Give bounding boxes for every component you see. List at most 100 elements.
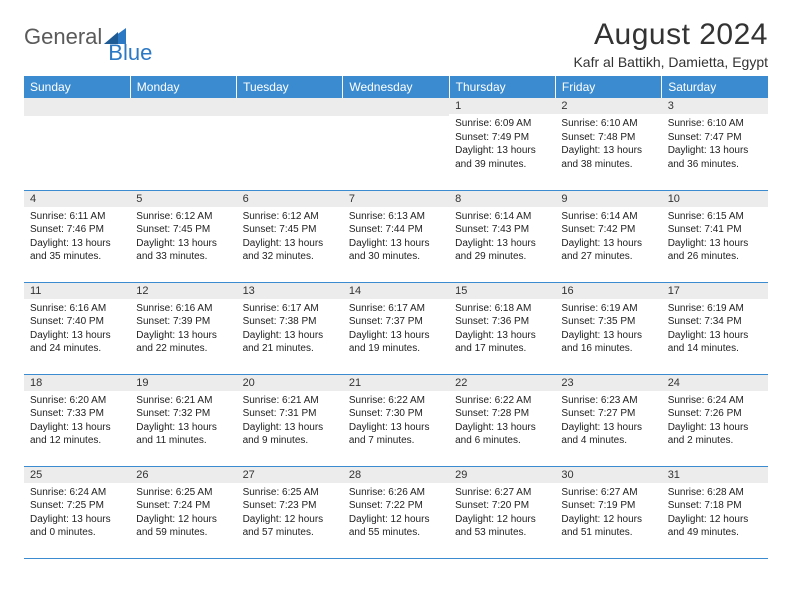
calendar-day-cell [343, 98, 449, 190]
sunrise-text: Sunrise: 6:16 AM [30, 302, 124, 316]
sunrise-text: Sunrise: 6:22 AM [455, 394, 549, 408]
daylight-text: Daylight: 13 hours and 39 minutes. [455, 144, 549, 171]
sunset-text: Sunset: 7:47 PM [668, 131, 762, 145]
sunrise-text: Sunrise: 6:25 AM [243, 486, 337, 500]
day-info: Sunrise: 6:25 AMSunset: 7:23 PMDaylight:… [237, 483, 343, 544]
sunset-text: Sunset: 7:25 PM [30, 499, 124, 513]
day-info: Sunrise: 6:12 AMSunset: 7:45 PMDaylight:… [237, 207, 343, 268]
calendar-body: 1Sunrise: 6:09 AMSunset: 7:49 PMDaylight… [24, 98, 768, 558]
calendar-day-cell: 27Sunrise: 6:25 AMSunset: 7:23 PMDayligh… [237, 466, 343, 558]
sunrise-text: Sunrise: 6:10 AM [561, 117, 655, 131]
day-info: Sunrise: 6:25 AMSunset: 7:24 PMDaylight:… [130, 483, 236, 544]
day-info: Sunrise: 6:14 AMSunset: 7:43 PMDaylight:… [449, 207, 555, 268]
day-number [343, 98, 449, 116]
day-number: 8 [449, 191, 555, 207]
sunset-text: Sunset: 7:46 PM [30, 223, 124, 237]
day-info: Sunrise: 6:21 AMSunset: 7:31 PMDaylight:… [237, 391, 343, 452]
daylight-text: Daylight: 13 hours and 27 minutes. [561, 237, 655, 264]
daylight-text: Daylight: 13 hours and 17 minutes. [455, 329, 549, 356]
day-number: 29 [449, 467, 555, 483]
daylight-text: Daylight: 13 hours and 16 minutes. [561, 329, 655, 356]
sunset-text: Sunset: 7:19 PM [561, 499, 655, 513]
sunrise-text: Sunrise: 6:13 AM [349, 210, 443, 224]
calendar-day-cell: 19Sunrise: 6:21 AMSunset: 7:32 PMDayligh… [130, 374, 236, 466]
calendar-day-cell: 6Sunrise: 6:12 AMSunset: 7:45 PMDaylight… [237, 190, 343, 282]
sunrise-text: Sunrise: 6:14 AM [561, 210, 655, 224]
sunrise-text: Sunrise: 6:27 AM [561, 486, 655, 500]
daylight-text: Daylight: 13 hours and 30 minutes. [349, 237, 443, 264]
sunset-text: Sunset: 7:23 PM [243, 499, 337, 513]
sunrise-text: Sunrise: 6:23 AM [561, 394, 655, 408]
sunset-text: Sunset: 7:33 PM [30, 407, 124, 421]
sunset-text: Sunset: 7:39 PM [136, 315, 230, 329]
calendar-day-cell: 22Sunrise: 6:22 AMSunset: 7:28 PMDayligh… [449, 374, 555, 466]
calendar-day-cell [237, 98, 343, 190]
daylight-text: Daylight: 13 hours and 0 minutes. [30, 513, 124, 540]
calendar-day-cell: 4Sunrise: 6:11 AMSunset: 7:46 PMDaylight… [24, 190, 130, 282]
day-info: Sunrise: 6:26 AMSunset: 7:22 PMDaylight:… [343, 483, 449, 544]
day-number: 25 [24, 467, 130, 483]
day-number: 10 [662, 191, 768, 207]
calendar-day-cell: 16Sunrise: 6:19 AMSunset: 7:35 PMDayligh… [555, 282, 661, 374]
month-title: August 2024 [573, 18, 768, 52]
calendar-day-cell: 30Sunrise: 6:27 AMSunset: 7:19 PMDayligh… [555, 466, 661, 558]
calendar-day-cell: 28Sunrise: 6:26 AMSunset: 7:22 PMDayligh… [343, 466, 449, 558]
weekday-header: Friday [555, 76, 661, 98]
sunrise-text: Sunrise: 6:27 AM [455, 486, 549, 500]
sunset-text: Sunset: 7:31 PM [243, 407, 337, 421]
sunset-text: Sunset: 7:42 PM [561, 223, 655, 237]
calendar-week-row: 11Sunrise: 6:16 AMSunset: 7:40 PMDayligh… [24, 282, 768, 374]
calendar-day-cell: 14Sunrise: 6:17 AMSunset: 7:37 PMDayligh… [343, 282, 449, 374]
sunrise-text: Sunrise: 6:24 AM [668, 394, 762, 408]
day-number: 19 [130, 375, 236, 391]
sunset-text: Sunset: 7:26 PM [668, 407, 762, 421]
daylight-text: Daylight: 12 hours and 55 minutes. [349, 513, 443, 540]
sunrise-text: Sunrise: 6:21 AM [136, 394, 230, 408]
calendar-day-cell: 29Sunrise: 6:27 AMSunset: 7:20 PMDayligh… [449, 466, 555, 558]
calendar-day-cell: 24Sunrise: 6:24 AMSunset: 7:26 PMDayligh… [662, 374, 768, 466]
day-number: 31 [662, 467, 768, 483]
daylight-text: Daylight: 13 hours and 38 minutes. [561, 144, 655, 171]
day-number: 12 [130, 283, 236, 299]
day-number: 24 [662, 375, 768, 391]
sunset-text: Sunset: 7:38 PM [243, 315, 337, 329]
weekday-header: Thursday [449, 76, 555, 98]
day-info: Sunrise: 6:19 AMSunset: 7:34 PMDaylight:… [662, 299, 768, 360]
sunrise-text: Sunrise: 6:12 AM [136, 210, 230, 224]
calendar-day-cell [24, 98, 130, 190]
calendar-day-cell: 18Sunrise: 6:20 AMSunset: 7:33 PMDayligh… [24, 374, 130, 466]
sunrise-text: Sunrise: 6:25 AM [136, 486, 230, 500]
day-number: 14 [343, 283, 449, 299]
sunset-text: Sunset: 7:32 PM [136, 407, 230, 421]
day-number: 13 [237, 283, 343, 299]
sunset-text: Sunset: 7:20 PM [455, 499, 549, 513]
sunrise-text: Sunrise: 6:24 AM [30, 486, 124, 500]
calendar-day-cell: 31Sunrise: 6:28 AMSunset: 7:18 PMDayligh… [662, 466, 768, 558]
sunset-text: Sunset: 7:45 PM [243, 223, 337, 237]
daylight-text: Daylight: 13 hours and 19 minutes. [349, 329, 443, 356]
brand-text-blue: Blue [108, 40, 152, 66]
header: General Blue August 2024 Kafr al Battikh… [24, 18, 768, 70]
sunset-text: Sunset: 7:44 PM [349, 223, 443, 237]
brand-logo: General Blue [24, 24, 152, 50]
day-info: Sunrise: 6:18 AMSunset: 7:36 PMDaylight:… [449, 299, 555, 360]
sunset-text: Sunset: 7:49 PM [455, 131, 549, 145]
sunrise-text: Sunrise: 6:17 AM [243, 302, 337, 316]
sunset-text: Sunset: 7:40 PM [30, 315, 124, 329]
daylight-text: Daylight: 12 hours and 57 minutes. [243, 513, 337, 540]
day-number: 5 [130, 191, 236, 207]
day-number [237, 98, 343, 116]
day-info: Sunrise: 6:21 AMSunset: 7:32 PMDaylight:… [130, 391, 236, 452]
day-info: Sunrise: 6:16 AMSunset: 7:39 PMDaylight:… [130, 299, 236, 360]
weekday-header: Monday [130, 76, 236, 98]
daylight-text: Daylight: 13 hours and 21 minutes. [243, 329, 337, 356]
day-info: Sunrise: 6:10 AMSunset: 7:47 PMDaylight:… [662, 114, 768, 175]
day-number: 17 [662, 283, 768, 299]
calendar-day-cell: 13Sunrise: 6:17 AMSunset: 7:38 PMDayligh… [237, 282, 343, 374]
sunset-text: Sunset: 7:37 PM [349, 315, 443, 329]
day-number: 9 [555, 191, 661, 207]
day-info: Sunrise: 6:17 AMSunset: 7:38 PMDaylight:… [237, 299, 343, 360]
daylight-text: Daylight: 13 hours and 24 minutes. [30, 329, 124, 356]
sunset-text: Sunset: 7:48 PM [561, 131, 655, 145]
daylight-text: Daylight: 12 hours and 49 minutes. [668, 513, 762, 540]
